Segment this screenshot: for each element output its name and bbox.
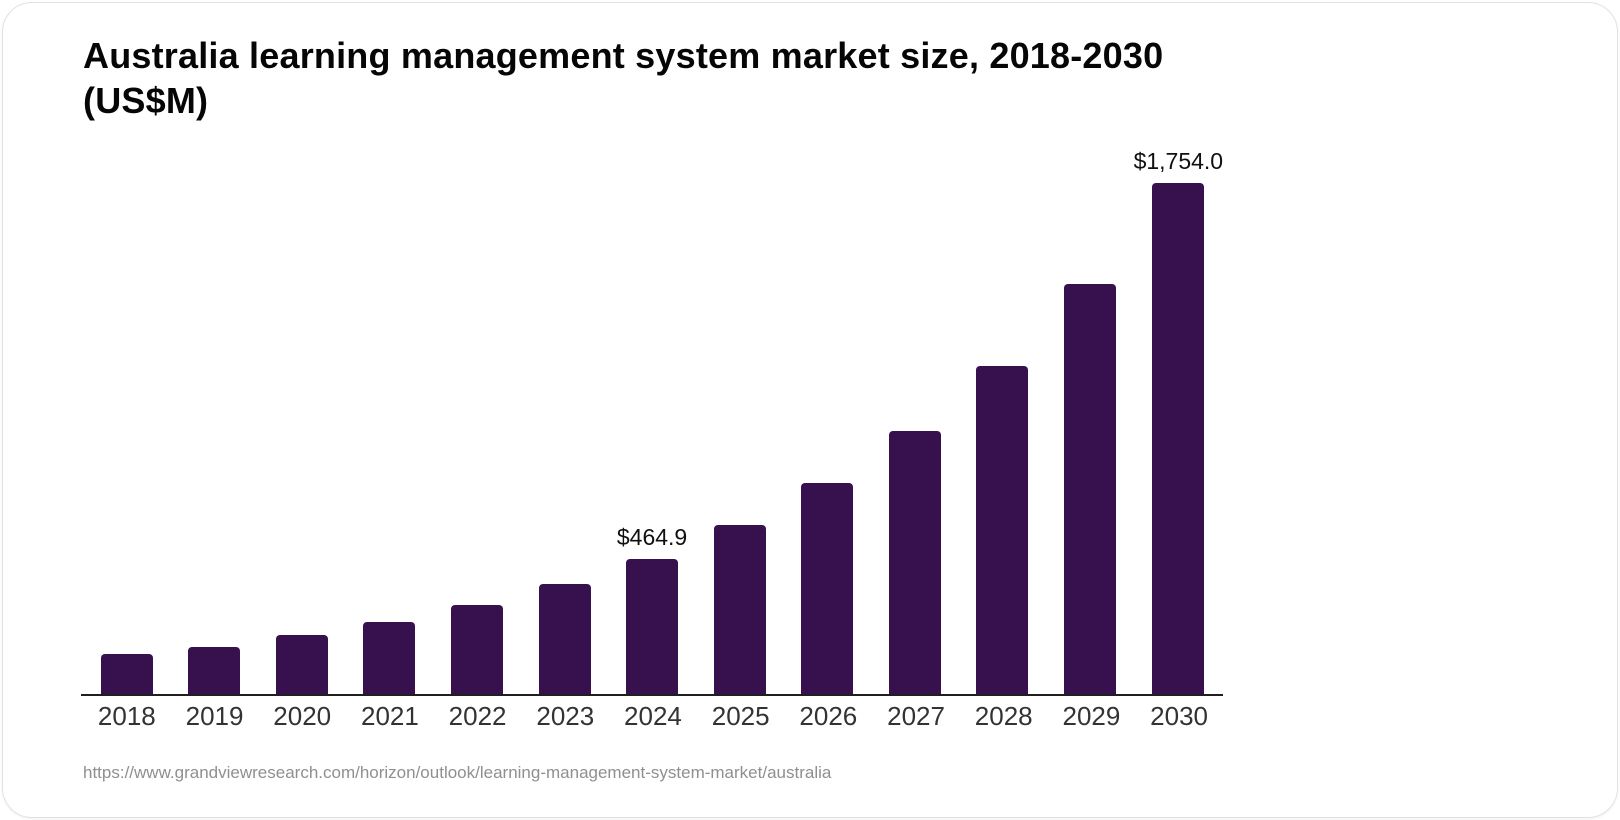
bar-slot-2021: [346, 622, 434, 694]
value-label-2024: $464.9: [616, 523, 688, 550]
bar-2028: [976, 365, 1029, 694]
bar-slot-2025: [696, 525, 784, 694]
bar-2029: [1063, 284, 1116, 694]
x-tick-2022: 2022: [448, 701, 507, 731]
x-tick-2025: 2025: [711, 701, 770, 731]
bar-slot-2022: [433, 605, 521, 694]
bar-slot-2020: [258, 635, 346, 694]
x-tick-2018: 2018: [97, 701, 156, 731]
x-tick-2028: 2028: [974, 701, 1033, 731]
bar-2025: [713, 525, 766, 694]
x-tick-2023: 2023: [536, 701, 595, 731]
bar-2021: [363, 622, 416, 694]
chart-title-line-1: Australia learning management system mar…: [83, 35, 1164, 76]
value-label-2030: $1,754.0: [1133, 148, 1224, 174]
bar-2022: [450, 605, 503, 694]
bar-slot-2027: [871, 430, 959, 694]
x-axis-labels: 2018 2019 2020 2021 2022 2023 2024 2025 2026 2027…: [83, 701, 1223, 732]
bar-slot-2028: [958, 365, 1046, 694]
bar-2018: [100, 653, 153, 694]
plot-area: $464.9 $1,754.0: [83, 148, 1223, 694]
bar-slot-2019: [171, 646, 259, 694]
bar-slot-2026: [783, 483, 871, 694]
x-tick-2026: 2026: [799, 701, 858, 731]
bar-2019: [188, 646, 241, 694]
x-tick-2027: 2027: [887, 701, 945, 731]
x-tick-2024: 2024: [624, 701, 682, 731]
bar-slot-2018: [83, 653, 171, 694]
bar-slot-2030: $1,754.0: [1133, 148, 1224, 694]
bar-2027: [888, 430, 941, 694]
source-url: https://www.grandviewresearch.com/horizo…: [83, 763, 832, 782]
bar-slot-2024: $464.9: [608, 524, 696, 694]
x-tick-2020: 2020: [273, 701, 332, 731]
bar-2020: [275, 635, 328, 694]
bar-2024: [626, 558, 679, 694]
bar-slot-2029: [1046, 284, 1134, 694]
bar-slot-2023: [521, 584, 609, 694]
x-tick-2021: 2021: [360, 701, 419, 731]
x-tick-2019: 2019: [185, 701, 244, 731]
x-tick-2030: 2030: [1150, 701, 1209, 731]
x-tick-2029: 2029: [1062, 701, 1121, 731]
bar-2026: [801, 483, 854, 694]
x-axis-line: [81, 694, 1223, 696]
bar-2030: [1152, 183, 1205, 694]
chart-title-line-2: (US$M): [83, 80, 209, 121]
chart-title: Australia learning management system mar…: [83, 33, 1323, 123]
bar-2023: [538, 584, 591, 694]
